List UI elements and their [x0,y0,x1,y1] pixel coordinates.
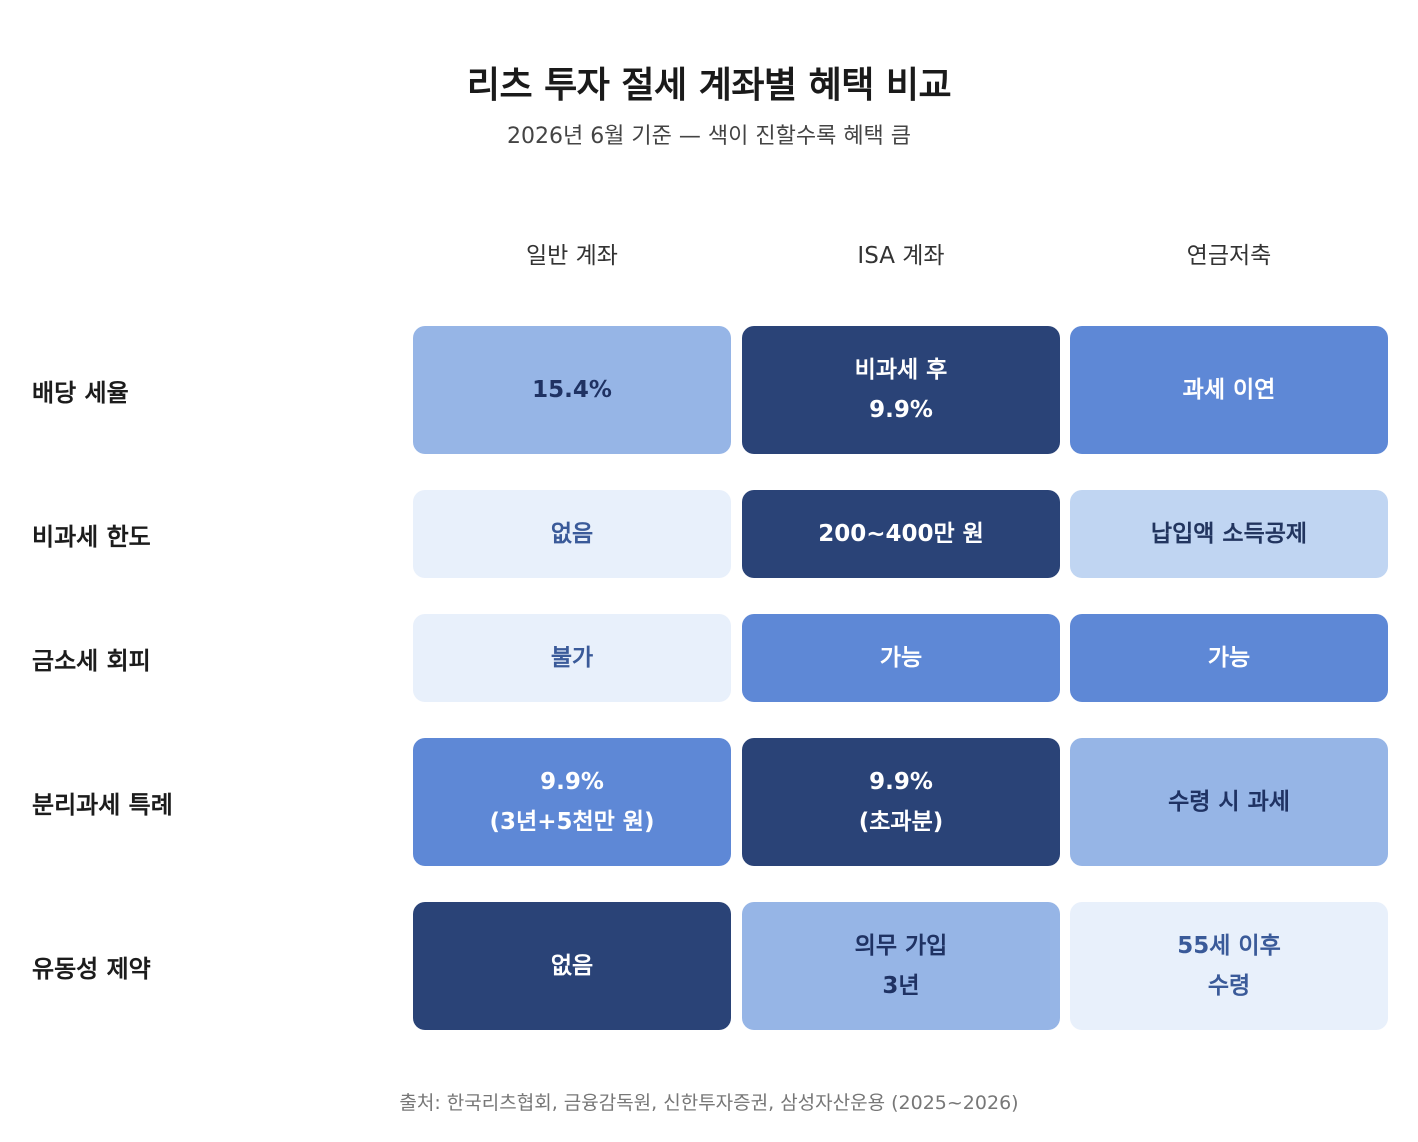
table-cell: 과세 이연 [1070,326,1388,454]
table-cell: 없음 [413,490,731,578]
row-label: 배당 세율 [32,378,129,407]
table-cell: 9.9% (초과분) [742,738,1060,866]
table-cell: 의무 가입 3년 [742,902,1060,1030]
source-note: 출처: 한국리츠협회, 금융감독원, 신한투자증권, 삼성자산운용 (2025~… [399,1092,1019,1114]
table-cell: 55세 이후 수령 [1070,902,1388,1030]
table-cell: 200~400만 원 [742,490,1060,578]
table-cell: 납입액 소득공제 [1070,490,1388,578]
table-cell: 비과세 후 9.9% [742,326,1060,454]
table-cell: 9.9% (3년+5천만 원) [413,738,731,866]
table-cell: 없음 [413,902,731,1030]
table-cell: 가능 [742,614,1060,702]
column-header: 연금저축 [1186,243,1272,269]
table-cell: 수령 시 과세 [1070,738,1388,866]
column-header: 일반 계좌 [526,243,618,269]
row-label: 분리과세 특례 [32,790,173,819]
chart-title: 리츠 투자 절세 계좌별 혜택 비교 [466,65,952,106]
row-label: 비과세 한도 [32,522,151,551]
column-header: ISA 계좌 [857,243,945,269]
row-label: 금소세 회피 [32,646,151,675]
row-label: 유동성 제약 [32,954,151,983]
chart-subtitle: 2026년 6월 기준 — 색이 진할수록 혜택 큼 [506,124,912,149]
table-cell: 가능 [1070,614,1388,702]
table-cell: 불가 [413,614,731,702]
table-cell: 15.4% [413,326,731,454]
